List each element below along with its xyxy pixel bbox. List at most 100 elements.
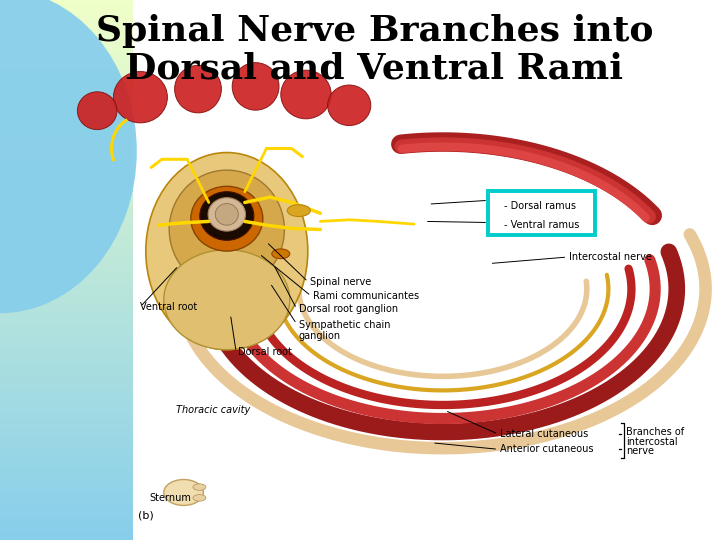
Bar: [0, 459, 133, 462]
Bar: [0, 267, 133, 270]
Bar: [0, 84, 133, 86]
Bar: [0, 356, 133, 359]
Bar: [0, 435, 133, 437]
Bar: [0, 270, 133, 273]
Bar: [0, 146, 133, 148]
Bar: [0, 454, 133, 456]
Text: Spinal nerve: Spinal nerve: [310, 277, 371, 287]
Bar: [0, 437, 133, 440]
Bar: [0, 73, 133, 76]
Bar: [0, 518, 133, 521]
Bar: [0, 316, 133, 319]
Bar: [0, 11, 133, 14]
Bar: [0, 448, 133, 451]
Bar: [0, 224, 133, 227]
Bar: [0, 416, 133, 418]
Bar: [0, 24, 133, 27]
Bar: [0, 500, 133, 502]
Bar: [0, 259, 133, 262]
Bar: [0, 446, 133, 448]
Bar: [0, 57, 133, 59]
Bar: [0, 397, 133, 400]
Bar: [0, 386, 133, 389]
Ellipse shape: [193, 484, 206, 490]
Bar: [0, 14, 133, 16]
Text: - Dorsal ramus: - Dorsal ramus: [504, 201, 576, 211]
Ellipse shape: [328, 85, 371, 125]
Bar: [0, 68, 133, 70]
Ellipse shape: [208, 198, 246, 231]
Bar: [0, 92, 133, 94]
Bar: [0, 383, 133, 386]
Bar: [0, 292, 133, 294]
Bar: [0, 70, 133, 73]
Bar: [0, 89, 133, 92]
Text: Ventral root: Ventral root: [140, 302, 198, 312]
Bar: [0, 421, 133, 424]
Bar: [0, 400, 133, 402]
Bar: [0, 22, 133, 24]
Bar: [0, 289, 133, 292]
Bar: [0, 462, 133, 464]
Bar: [0, 38, 133, 40]
Bar: [0, 343, 133, 346]
Bar: [0, 394, 133, 397]
Ellipse shape: [164, 249, 289, 350]
Bar: [0, 456, 133, 459]
Bar: [0, 130, 133, 132]
Bar: [0, 332, 133, 335]
Bar: [0, 300, 133, 302]
Bar: [0, 167, 133, 170]
Bar: [0, 381, 133, 383]
Bar: [0, 491, 133, 494]
Bar: [0, 3, 133, 5]
Bar: [0, 65, 133, 68]
Bar: [0, 375, 133, 378]
Ellipse shape: [191, 186, 263, 251]
Bar: [0, 405, 133, 408]
Ellipse shape: [163, 480, 204, 505]
Bar: [0, 467, 133, 470]
Ellipse shape: [287, 205, 310, 217]
Bar: [0, 359, 133, 362]
Bar: [0, 302, 133, 305]
Bar: [0, 184, 133, 186]
Bar: [0, 216, 133, 219]
Text: Rami communicantes: Rami communicantes: [313, 291, 419, 301]
Bar: [0, 100, 133, 103]
Bar: [0, 494, 133, 497]
Bar: [0, 219, 133, 221]
Bar: [0, 138, 133, 140]
Bar: [0, 424, 133, 427]
Bar: [0, 432, 133, 435]
Bar: [0, 402, 133, 405]
Bar: [0, 157, 133, 159]
Bar: [0, 413, 133, 416]
Text: ganglion: ganglion: [299, 331, 341, 341]
Bar: [0, 286, 133, 289]
Bar: [0, 248, 133, 251]
Bar: [0, 103, 133, 105]
Bar: [0, 105, 133, 108]
Bar: [0, 54, 133, 57]
Bar: [0, 213, 133, 216]
Text: Sternum: Sternum: [150, 493, 192, 503]
Bar: [0, 243, 133, 246]
Bar: [0, 116, 133, 119]
Bar: [0, 59, 133, 62]
Text: nerve: nerve: [626, 447, 654, 456]
Bar: [0, 127, 133, 130]
Bar: [0, 27, 133, 30]
Bar: [0, 81, 133, 84]
Bar: [0, 162, 133, 165]
Text: Thoracic cavity: Thoracic cavity: [176, 406, 251, 415]
Bar: [0, 111, 133, 113]
Bar: [0, 319, 133, 321]
Bar: [0, 246, 133, 248]
Text: Anterior cutaneous: Anterior cutaneous: [500, 444, 594, 454]
Bar: [0, 122, 133, 124]
Bar: [0, 478, 133, 481]
Bar: [0, 43, 133, 46]
Bar: [0, 364, 133, 367]
Bar: [0, 238, 133, 240]
